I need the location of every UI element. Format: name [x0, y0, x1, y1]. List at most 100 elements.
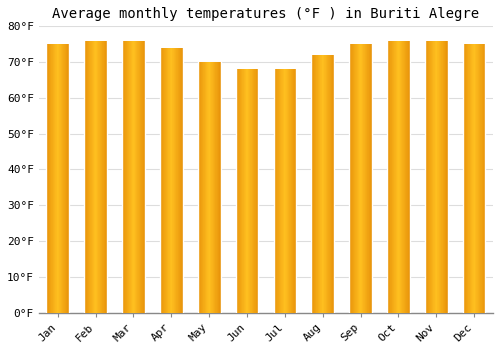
Bar — [333, 55, 334, 313]
Bar — [447, 41, 448, 313]
Bar — [127, 41, 128, 313]
Bar — [408, 41, 409, 313]
Bar — [138, 41, 139, 313]
Bar — [289, 69, 290, 313]
Bar — [63, 44, 64, 313]
Bar — [91, 41, 92, 313]
Bar — [403, 41, 404, 313]
Bar — [396, 41, 398, 313]
Bar — [434, 41, 435, 313]
Bar — [369, 44, 370, 313]
Bar — [361, 44, 362, 313]
Bar — [141, 41, 142, 313]
Bar — [178, 48, 179, 313]
Bar — [332, 55, 333, 313]
Bar — [102, 41, 103, 313]
Bar — [279, 69, 280, 313]
Bar — [172, 48, 173, 313]
Bar — [67, 44, 68, 313]
Bar — [387, 41, 388, 313]
Bar — [65, 44, 66, 313]
Bar — [125, 41, 126, 313]
Bar — [134, 41, 135, 313]
Bar — [371, 44, 372, 313]
Bar — [130, 41, 131, 313]
Bar — [322, 55, 324, 313]
Bar — [464, 44, 465, 313]
Bar — [256, 69, 257, 313]
Bar — [391, 41, 392, 313]
Bar — [241, 69, 242, 313]
Bar — [212, 62, 213, 313]
Bar — [198, 62, 199, 313]
Bar — [292, 69, 293, 313]
Bar — [357, 44, 358, 313]
Bar — [243, 69, 244, 313]
Bar — [406, 41, 407, 313]
Bar — [444, 41, 445, 313]
Bar — [95, 41, 96, 313]
Bar — [64, 44, 65, 313]
Bar — [317, 55, 318, 313]
Bar — [181, 48, 182, 313]
Bar — [282, 69, 283, 313]
Bar — [466, 44, 468, 313]
Bar — [84, 41, 85, 313]
Bar — [57, 44, 58, 313]
Bar — [46, 44, 47, 313]
Bar — [132, 41, 133, 313]
Bar — [137, 41, 138, 313]
Bar — [209, 62, 210, 313]
Bar — [477, 44, 478, 313]
Bar — [104, 41, 105, 313]
Bar — [363, 44, 364, 313]
Bar — [366, 44, 367, 313]
Bar — [216, 62, 217, 313]
Bar — [207, 62, 208, 313]
Bar — [435, 41, 436, 313]
Bar — [402, 41, 403, 313]
Bar — [213, 62, 214, 313]
Bar — [161, 48, 162, 313]
Bar — [395, 41, 396, 313]
Bar — [54, 44, 55, 313]
Bar — [438, 41, 439, 313]
Bar — [400, 41, 402, 313]
Bar — [53, 44, 54, 313]
Bar — [206, 62, 207, 313]
Bar — [253, 69, 254, 313]
Bar — [240, 69, 241, 313]
Bar — [293, 69, 294, 313]
Bar — [351, 44, 352, 313]
Bar — [86, 41, 87, 313]
Bar — [350, 44, 351, 313]
Bar — [174, 48, 176, 313]
Bar — [247, 69, 248, 313]
Bar — [204, 62, 205, 313]
Bar — [362, 44, 363, 313]
Bar — [168, 48, 169, 313]
Bar — [276, 69, 277, 313]
Bar — [482, 44, 483, 313]
Bar — [142, 41, 143, 313]
Bar — [99, 41, 100, 313]
Bar — [429, 41, 430, 313]
Bar — [356, 44, 357, 313]
Bar — [180, 48, 181, 313]
Bar — [47, 44, 48, 313]
Bar — [443, 41, 444, 313]
Bar — [165, 48, 166, 313]
Bar — [436, 41, 437, 313]
Bar — [139, 41, 140, 313]
Bar — [60, 44, 61, 313]
Bar — [360, 44, 361, 313]
Bar — [468, 44, 469, 313]
Bar — [291, 69, 292, 313]
Bar — [312, 55, 313, 313]
Bar — [428, 41, 429, 313]
Bar — [251, 69, 252, 313]
Bar — [328, 55, 329, 313]
Bar — [353, 44, 354, 313]
Bar — [55, 44, 56, 313]
Bar — [404, 41, 405, 313]
